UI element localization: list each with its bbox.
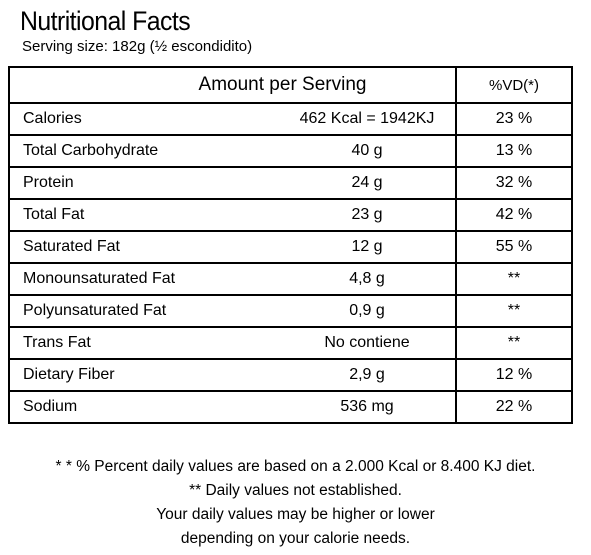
table-row: Saturated Fat 12 g 55 % — [8, 230, 574, 264]
nutrient-amount: 2,9 g — [279, 358, 458, 392]
nutrient-daily-value: ** — [455, 262, 574, 296]
nutrient-name: Protein — [8, 166, 279, 200]
footnote-not-established: ** Daily values not established. — [189, 482, 402, 499]
footnotes: * * % Percent daily values are based on … — [0, 455, 591, 551]
nutrient-name: Dietary Fiber — [8, 358, 279, 392]
nutrient-daily-value: ** — [455, 326, 574, 360]
table-row: Total Carbohydrate 40 g 13 % — [8, 134, 574, 168]
table-row: Sodium 536 mg 22 % — [8, 390, 574, 424]
nutrient-daily-value: 23 % — [455, 102, 574, 136]
nutrient-amount: 24 g — [279, 166, 458, 200]
nutrient-name: Total Carbohydrate — [8, 134, 279, 168]
serving-size: Serving size: 182g (½ escondidito) — [22, 38, 253, 55]
nutrient-amount: 40 g — [279, 134, 458, 168]
daily-value-header: %VD(*) — [455, 66, 574, 104]
nutrient-daily-value: 22 % — [455, 390, 574, 424]
nutrient-amount: 462 Kcal = 1942KJ — [279, 102, 458, 136]
table-header-row: Amount per Serving %VD(*) — [7, 66, 574, 104]
nutrient-name: Saturated Fat — [8, 230, 279, 264]
nutrient-amount: 4,8 g — [279, 262, 458, 296]
nutrient-name: Monounsaturated Fat — [8, 262, 279, 296]
nutrient-daily-value: 55 % — [455, 230, 574, 264]
nutrient-amount: 536 mg — [279, 390, 458, 424]
table-row: Trans Fat No contiene ** — [8, 326, 574, 360]
nutrition-table: Amount per Serving %VD(*) Calories 462 K… — [7, 66, 574, 424]
nutrient-daily-value: 13 % — [455, 134, 574, 168]
table-row: Total Fat 23 g 42 % — [8, 198, 574, 232]
footnote-higher-lower: Your daily values may be higher or lower — [156, 506, 435, 523]
nutrient-name: Polyunsaturated Fat — [8, 294, 279, 328]
nutrient-daily-value: 32 % — [455, 166, 574, 200]
table-row: Polyunsaturated Fat 0,9 g ** — [8, 294, 574, 328]
nutrient-daily-value: ** — [455, 294, 574, 328]
nutrient-name: Calories — [8, 102, 279, 136]
nutrient-daily-value: 42 % — [455, 198, 574, 232]
nutrient-amount: No contiene — [279, 326, 458, 360]
amount-per-serving-header: Amount per Serving — [7, 66, 458, 104]
label-title: Nutritional Facts — [20, 6, 191, 36]
table-row: Calories 462 Kcal = 1942KJ 23 % — [8, 102, 574, 136]
nutrient-amount: 23 g — [279, 198, 458, 232]
footnote-calorie-needs: depending on your calorie needs. — [180, 530, 411, 547]
table-row: Dietary Fiber 2,9 g 12 % — [8, 358, 574, 392]
nutrient-amount: 0,9 g — [279, 294, 458, 328]
nutrient-amount: 12 g — [279, 230, 458, 264]
table-row: Monounsaturated Fat 4,8 g ** — [8, 262, 574, 296]
nutrient-name: Sodium — [8, 390, 279, 424]
nutrient-daily-value: 12 % — [455, 358, 574, 392]
table-row: Protein 24 g 32 % — [8, 166, 574, 200]
footnote-percent-daily-values: * * % Percent daily values are based on … — [55, 458, 536, 475]
nutrient-name: Total Fat — [8, 198, 279, 232]
nutrient-name: Trans Fat — [8, 326, 279, 360]
